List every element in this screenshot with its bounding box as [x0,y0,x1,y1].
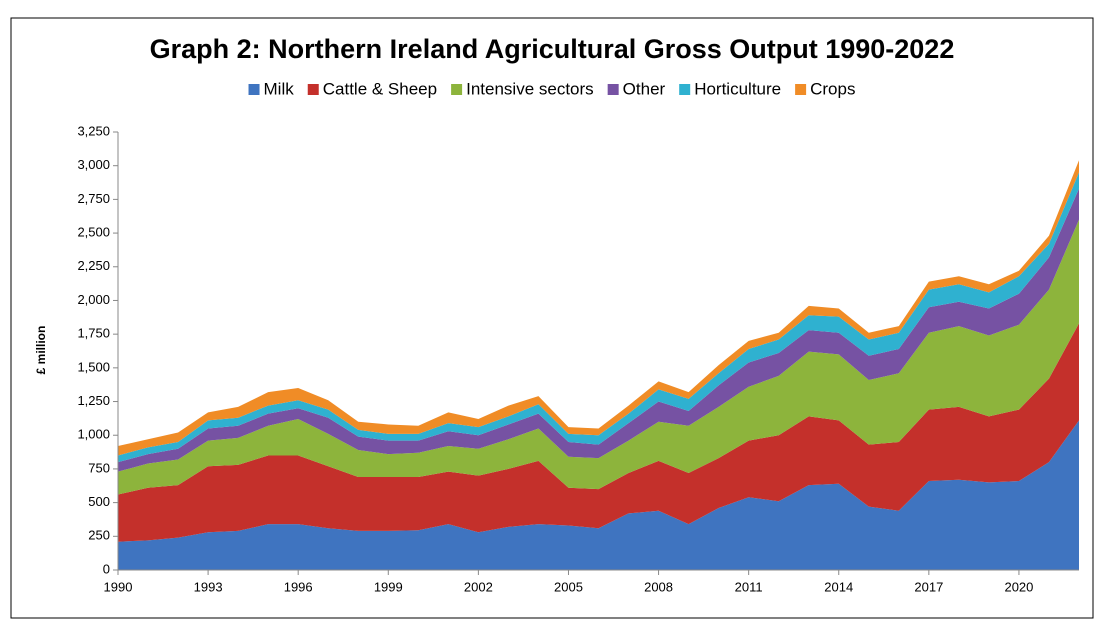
y-tick-label: 750 [88,460,110,475]
y-tick-label: 2,250 [77,258,110,273]
legend-item: Other [607,79,666,98]
y-tick-label: 500 [88,494,110,509]
legend-label: Crops [810,79,855,98]
y-tick-label: 2,750 [77,191,110,206]
x-tick-label: 2017 [914,579,943,594]
legend-label: Horticulture [694,79,781,98]
y-tick-label: 3,250 [77,123,110,138]
legend-label: Cattle & Sheep [323,79,437,98]
x-tick-label: 1993 [194,579,223,594]
y-axis-label: £ million [34,326,48,375]
y-tick-label: 1,250 [77,393,110,408]
x-tick-label: 2005 [554,579,583,594]
legend-swatch [795,84,807,95]
y-tick-label: 2,000 [77,292,110,307]
x-tick-label: 1990 [104,579,133,594]
x-tick-label: 2011 [735,579,763,594]
y-tick-label: 2,500 [77,225,110,240]
x-tick-label: 1996 [284,579,313,594]
legend: Milk Cattle & Sheep Intensive sectors Other… [248,79,855,98]
legend-item: Horticulture [679,79,781,98]
legend-label: Milk [264,79,295,98]
legend-item: Crops [795,79,855,98]
legend-swatch [451,84,463,95]
area [118,323,1079,542]
area [118,420,1079,570]
y-tick-label: 1,000 [77,427,110,442]
y-tick-label: 1,500 [77,359,110,374]
y-tick-label: 250 [88,528,110,543]
x-tick-label: 2008 [644,579,673,594]
legend-swatch [307,84,319,95]
legend-label: Intensive sectors [466,79,594,98]
chart-title: Graph 2: Northern Ireland Agricultural G… [150,34,955,64]
legend-swatch [248,84,260,95]
legend-item: Intensive sectors [451,79,594,98]
y-tick-label: 1,750 [77,326,110,341]
y-tick-label: 3,000 [77,157,110,172]
legend-item: Cattle & Sheep [307,79,437,98]
x-tick-label: 2020 [1004,579,1033,594]
legend-swatch [607,84,619,95]
x-tick-label: 2014 [824,579,853,594]
x-tick-label: 2002 [464,579,493,594]
x-tick-label: 1999 [374,579,403,594]
legend-swatch [679,84,691,95]
legend-item: Milk [248,79,295,98]
legend-label: Other [623,79,666,98]
y-tick-label: 0 [103,561,110,576]
